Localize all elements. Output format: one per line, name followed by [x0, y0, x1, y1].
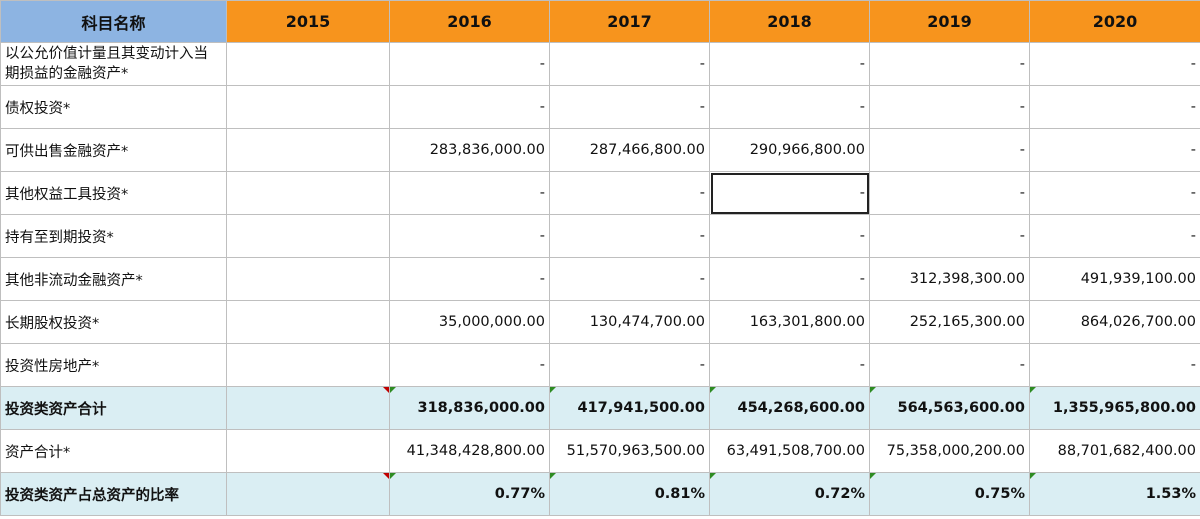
table-row: 其他非流动金融资产* - - - 312,398,300.00 491,939,…: [0, 257, 1200, 301]
cell[interactable]: 0.72%: [709, 472, 870, 516]
cell[interactable]: -: [869, 42, 1030, 86]
row-label[interactable]: 其他权益工具投资*: [0, 171, 227, 215]
table-row: 长期股权投资* 35,000,000.00 130,474,700.00 163…: [0, 300, 1200, 344]
cell[interactable]: 287,466,800.00: [549, 128, 710, 172]
cell[interactable]: 0.77%: [389, 472, 550, 516]
cell[interactable]: 312,398,300.00: [869, 257, 1030, 301]
cell[interactable]: [226, 85, 390, 129]
cell[interactable]: -: [1029, 42, 1200, 86]
row-label[interactable]: 以公允价值计量且其变动计入当期损益的金融资产*: [0, 42, 227, 86]
row-label[interactable]: 债权投资*: [0, 85, 227, 129]
cell[interactable]: -: [1029, 128, 1200, 172]
cell[interactable]: 283,836,000.00: [389, 128, 550, 172]
cell[interactable]: 130,474,700.00: [549, 300, 710, 344]
header-cell-2019[interactable]: 2019: [869, 0, 1030, 43]
cell[interactable]: -: [869, 85, 1030, 129]
cell[interactable]: -: [389, 214, 550, 258]
table-row: 持有至到期投资* - - - - -: [0, 214, 1200, 258]
cell[interactable]: -: [1029, 171, 1200, 215]
cell[interactable]: -: [709, 257, 870, 301]
cell[interactable]: -: [389, 42, 550, 86]
cell[interactable]: 63,491,508,700.00: [709, 429, 870, 473]
cell[interactable]: -: [549, 214, 710, 258]
row-label[interactable]: 其他非流动金融资产*: [0, 257, 227, 301]
cell[interactable]: 41,348,428,800.00: [389, 429, 550, 473]
selected-cell[interactable]: -: [709, 171, 870, 215]
table-row: 债权投资* - - - - -: [0, 85, 1200, 129]
cell[interactable]: [226, 386, 390, 430]
ratio-row: 投资类资产占总资产的比率 0.77% 0.81% 0.72% 0.75% 1.5…: [0, 472, 1200, 516]
cell[interactable]: -: [389, 343, 550, 387]
cell[interactable]: [226, 343, 390, 387]
cell[interactable]: 491,939,100.00: [1029, 257, 1200, 301]
cell[interactable]: -: [549, 42, 710, 86]
header-row: 科目名称 2015 2016 2017 2018 2019 2020: [0, 0, 1200, 43]
cell[interactable]: 417,941,500.00: [549, 386, 710, 430]
cell[interactable]: -: [1029, 214, 1200, 258]
total-row: 投资类资产合计 318,836,000.00 417,941,500.00 45…: [0, 386, 1200, 430]
table-row: 投资性房地产* - - - - -: [0, 343, 1200, 387]
table-row: 资产合计* 41,348,428,800.00 51,570,963,500.0…: [0, 429, 1200, 473]
cell[interactable]: 88,701,682,400.00: [1029, 429, 1200, 473]
cell[interactable]: [226, 472, 390, 516]
row-label[interactable]: 可供出售金融资产*: [0, 128, 227, 172]
cell[interactable]: -: [709, 42, 870, 86]
cell[interactable]: -: [549, 257, 710, 301]
cell[interactable]: [226, 42, 390, 86]
cell[interactable]: -: [709, 85, 870, 129]
table-row: 以公允价值计量且其变动计入当期损益的金融资产* - - - - -: [0, 42, 1200, 86]
cell[interactable]: -: [709, 214, 870, 258]
table-row: 可供出售金融资产* 283,836,000.00 287,466,800.00 …: [0, 128, 1200, 172]
cell[interactable]: 75,358,000,200.00: [869, 429, 1030, 473]
header-cell-2016[interactable]: 2016: [389, 0, 550, 43]
cell[interactable]: [226, 429, 390, 473]
cell[interactable]: -: [869, 128, 1030, 172]
cell[interactable]: -: [549, 85, 710, 129]
cell[interactable]: 290,966,800.00: [709, 128, 870, 172]
cell[interactable]: 318,836,000.00: [389, 386, 550, 430]
cell[interactable]: -: [389, 85, 550, 129]
cell[interactable]: 1.53%: [1029, 472, 1200, 516]
row-label[interactable]: 投资类资产占总资产的比率: [0, 472, 227, 516]
cell[interactable]: [226, 257, 390, 301]
row-label[interactable]: 持有至到期投资*: [0, 214, 227, 258]
cell[interactable]: 0.75%: [869, 472, 1030, 516]
cell[interactable]: 454,268,600.00: [709, 386, 870, 430]
cell[interactable]: 252,165,300.00: [869, 300, 1030, 344]
cell[interactable]: 1,355,965,800.00: [1029, 386, 1200, 430]
cell[interactable]: 51,570,963,500.00: [549, 429, 710, 473]
row-label[interactable]: 投资类资产合计: [0, 386, 227, 430]
cell[interactable]: [226, 300, 390, 344]
cell[interactable]: -: [869, 171, 1030, 215]
cell[interactable]: -: [1029, 343, 1200, 387]
cell[interactable]: 0.81%: [549, 472, 710, 516]
row-label[interactable]: 投资性房地产*: [0, 343, 227, 387]
cell[interactable]: -: [549, 171, 710, 215]
cell[interactable]: -: [869, 214, 1030, 258]
cell[interactable]: 564,563,600.00: [869, 386, 1030, 430]
cell[interactable]: 864,026,700.00: [1029, 300, 1200, 344]
header-cell-label[interactable]: 科目名称: [0, 0, 227, 43]
cell[interactable]: [226, 128, 390, 172]
cell[interactable]: -: [869, 343, 1030, 387]
table-row: 其他权益工具投资* - - - - -: [0, 171, 1200, 215]
row-label[interactable]: 资产合计*: [0, 429, 227, 473]
cell[interactable]: -: [389, 171, 550, 215]
header-cell-2017[interactable]: 2017: [549, 0, 710, 43]
cell[interactable]: 35,000,000.00: [389, 300, 550, 344]
cell[interactable]: [226, 171, 390, 215]
row-label[interactable]: 长期股权投资*: [0, 300, 227, 344]
cell[interactable]: -: [1029, 85, 1200, 129]
header-cell-2015[interactable]: 2015: [226, 0, 390, 43]
cell[interactable]: 163,301,800.00: [709, 300, 870, 344]
cell[interactable]: -: [709, 343, 870, 387]
cell[interactable]: -: [389, 257, 550, 301]
cell[interactable]: [226, 214, 390, 258]
cell[interactable]: -: [549, 343, 710, 387]
header-cell-2018[interactable]: 2018: [709, 0, 870, 43]
header-cell-2020[interactable]: 2020: [1029, 0, 1200, 43]
